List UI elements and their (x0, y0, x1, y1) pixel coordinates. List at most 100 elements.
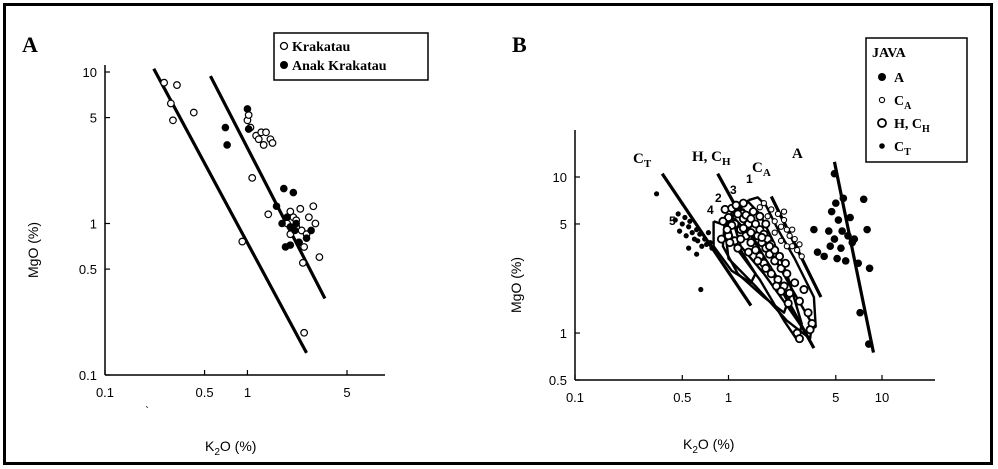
panel-a: A 0.1 0.5 1 5 0.1 0.5 1 5 10 MgO (%) K2O (%) ` K… (22, 32, 429, 458)
panel-b-y-tick-label: 1 (560, 326, 567, 341)
panel-a-point (278, 219, 286, 228)
panel-b-point (791, 235, 798, 243)
panel-b-point (794, 296, 804, 306)
panel-a-point (300, 328, 309, 337)
panel-a-legend: Krakatau Anak Krakatau (273, 32, 429, 81)
panel-a-legend-open-marker (279, 41, 289, 51)
panel-b-point (830, 169, 839, 178)
panel-b-label-a: A (792, 146, 803, 162)
panel-b-point (761, 263, 771, 273)
panel-a-legend-filled-marker (280, 61, 288, 69)
panel-b-y-tick-label: 5 (560, 217, 567, 232)
panel-b-legend-label-hch: H, CH (894, 117, 930, 135)
panel-b-point (672, 217, 678, 223)
panel-b-point (756, 204, 763, 211)
panel-b-point (694, 227, 700, 233)
panel-b-point (766, 269, 776, 279)
panel-b-point (707, 239, 713, 246)
panel-b-x-tick-label: 1 (725, 390, 732, 405)
panel-b-point (827, 207, 836, 216)
panel-b-point (748, 207, 758, 217)
panel-b-point (775, 251, 785, 261)
panel-b-label-hch: H, CH (692, 149, 731, 168)
panel-a-point (295, 238, 303, 247)
panel-b-point (699, 243, 705, 249)
panel-b-point (799, 285, 809, 295)
panel-b-point (753, 256, 763, 266)
panel-a-x-label-sub: 2 (214, 447, 220, 458)
panel-b-x-label-tail: O (%) (698, 436, 735, 452)
panel-a-trend-line (152, 68, 308, 354)
panel-a-points (160, 78, 324, 337)
panel-b-legend-label-ct: CT (894, 140, 911, 158)
panel-a-point (248, 173, 257, 182)
panel-b-point (782, 269, 792, 279)
panel-a-point (289, 188, 298, 197)
panel-b-point (846, 213, 854, 222)
panel-b-point (813, 248, 822, 256)
panel-b-region-5: 5 (669, 214, 676, 228)
panel-a-point (304, 213, 313, 222)
panel-b-legend-label-ct-sub: T (904, 147, 911, 158)
panel-b-point (844, 231, 852, 240)
panel-a-point (254, 135, 263, 144)
panel-b-label-hch-sub: H (722, 156, 731, 168)
panel-a-point (264, 210, 273, 219)
panel-a-point (298, 258, 307, 267)
panel-b-label-ct-sub: T (644, 158, 652, 170)
panel-b-point (834, 216, 843, 224)
panel-a-stray-mark: ` (145, 404, 149, 418)
panel-b-point (751, 219, 761, 229)
panel-b-point (771, 218, 778, 225)
panel-b-point (798, 253, 805, 260)
panel-b-legend-label-hch-main: H, C (894, 117, 922, 132)
panel-b-point (736, 234, 746, 244)
panel-a-x-label-k: K (205, 438, 215, 454)
panel-b-point (777, 223, 785, 230)
panel-b-y-tick-label: 10 (553, 170, 567, 185)
panel-a-point (189, 108, 198, 117)
panel-b-point (733, 243, 743, 253)
panel-b-region-1: 1 (746, 172, 753, 186)
panel-b-point (783, 298, 793, 308)
panel-b-point (803, 308, 813, 318)
panel-a-x-label: K2O (%) (205, 438, 256, 458)
panel-b-point (697, 231, 703, 237)
panel-a-y-tick-label: 10 (83, 65, 97, 80)
panel-b-point (839, 194, 848, 203)
panel-b-legend-title: JAVA (872, 46, 907, 61)
panel-b-point (746, 228, 756, 238)
panel-b-point (830, 235, 839, 243)
panel-b-label-ca-sub: A (763, 167, 771, 179)
panel-b-legend-label-hch-sub: H (922, 124, 930, 135)
panel-b-point (653, 191, 660, 197)
panel-b-point (838, 227, 846, 235)
panel-a-point (223, 141, 231, 149)
panel-b-point (686, 245, 692, 251)
panel-b-point (725, 238, 735, 248)
panel-b-point (771, 281, 781, 291)
panel-b-point (738, 198, 748, 208)
panel-a-legend-box (273, 32, 429, 81)
panel-b-point (785, 288, 795, 298)
panel-b-label-ca: CA (752, 160, 771, 179)
panel-b-legend-label-a: A (894, 71, 905, 86)
panel-b-point (682, 214, 688, 221)
panel-b-region-2: 2 (715, 191, 722, 205)
panel-b-point (859, 195, 868, 204)
panel-b-point (805, 325, 815, 335)
panel-b-point (738, 223, 748, 233)
panel-b-point (794, 334, 804, 344)
panel-a-point (262, 128, 270, 137)
panel-b-legend-marker-ct (879, 143, 885, 149)
panel-a-legend-label-anak-krakatau: Anak Krakatau (292, 59, 387, 74)
panel-a-point (309, 202, 318, 211)
panel-b-point (683, 233, 689, 239)
panel-b-point (709, 245, 715, 251)
panel-b-point (716, 234, 726, 244)
panel-b-point (761, 219, 771, 229)
panel-b-point (776, 286, 786, 296)
panel-a-y-tick-label: 0.5 (79, 262, 97, 277)
panel-b-point (864, 340, 873, 348)
panel-b-legend-marker-ca (878, 96, 886, 104)
